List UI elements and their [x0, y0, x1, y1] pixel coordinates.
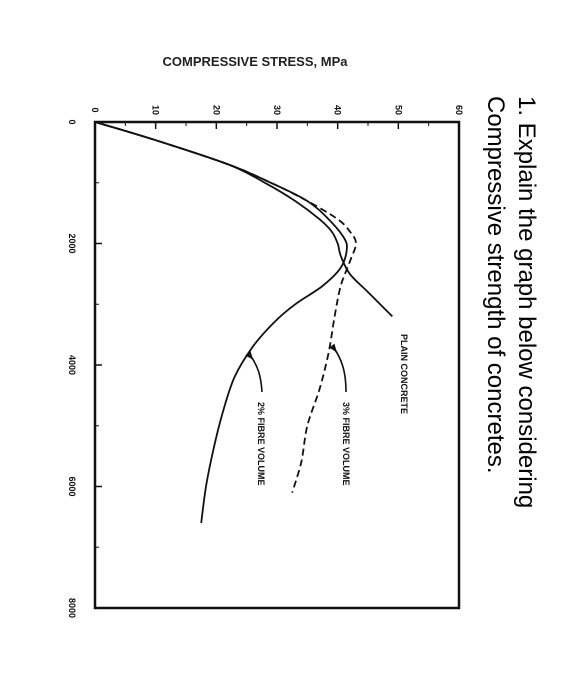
stress-tick-label-1: 10 — [151, 105, 161, 115]
label-3pct-fibre: 3% FIBRE VOLUME — [341, 402, 351, 486]
series-line-plain-concrete — [94, 121, 393, 318]
ticks-group — [94, 121, 460, 609]
strain-tick-label-2: 4000 — [67, 355, 77, 375]
label-2pct-fibre: 2% FIBRE VOLUME — [256, 402, 266, 486]
label-arrows — [245, 343, 347, 393]
strain-tick-label-4: 8000 — [67, 598, 77, 618]
strain-tick-label-1: 2000 — [67, 233, 77, 253]
question-text: 1. Explain the graph below considering C… — [482, 96, 540, 508]
stress-tick-label-4: 40 — [333, 105, 343, 115]
question-line-1: 1. Explain the graph below considering — [513, 96, 540, 508]
stress-tick-label-3: 30 — [272, 105, 282, 115]
arrow-2pct-fibre-head — [245, 350, 253, 360]
strain-tick-label-0: 0 — [67, 119, 77, 124]
stress-tick-label-0: 0 — [90, 107, 100, 112]
y-axis-title: COMPRESSIVE STRESS, MPa — [163, 54, 349, 69]
stress-tick-label-5: 50 — [393, 105, 403, 115]
stress-tick-label-6: 60 — [454, 105, 464, 115]
arrow-2pct-fibre — [249, 354, 263, 393]
arrow-3pct-fibre-head — [329, 343, 337, 353]
stress-tick-label-2: 20 — [211, 105, 221, 115]
series-group — [94, 121, 393, 524]
series-line-3pct-fibre — [94, 121, 357, 493]
question-line-2: Compressive strength of concretes. — [482, 96, 509, 474]
strain-tick-label-3: 6000 — [67, 476, 77, 496]
label-plain-concrete: PLAIN CONCRETE — [399, 334, 409, 414]
series-line-2pct-fibre — [94, 121, 348, 524]
tick-labels-group: 0 10 20 30 40 50 60 0 2000 4000 6000 8000 — [67, 105, 464, 618]
arrow-3pct-fibre — [333, 347, 347, 393]
